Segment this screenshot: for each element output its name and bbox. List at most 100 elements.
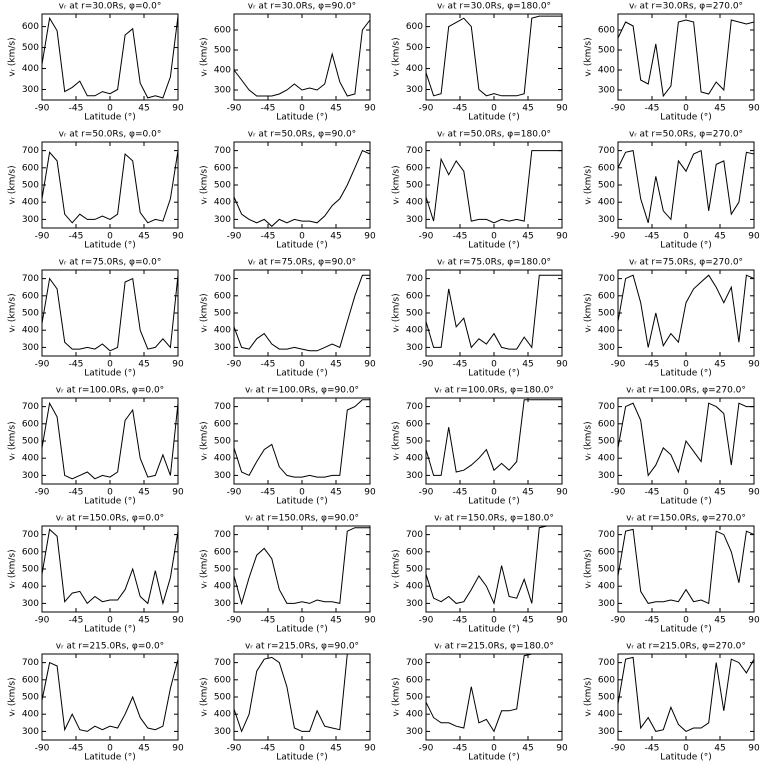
y-tick-label: 600 xyxy=(22,547,39,557)
y-tick-label: 600 xyxy=(214,291,231,301)
panel: vᵣ at r=30.0Rs, φ=90.0° -90 -45 0 45 90 300 400… xyxy=(200,2,376,123)
y-axis-label: vᵣ (km/s) xyxy=(584,37,594,76)
y-tick-label: 300 xyxy=(598,215,615,225)
x-tick-label: -45 xyxy=(261,488,276,498)
y-axis-label: vᵣ (km/s) xyxy=(8,421,18,460)
x-axis-label: Latitude (°) xyxy=(276,753,327,763)
data-line xyxy=(425,274,562,350)
y-tick-label: 400 xyxy=(598,66,615,76)
y-tick-label: 600 xyxy=(214,419,231,429)
y-tick-label: 600 xyxy=(406,22,423,32)
x-tick-label: 45 xyxy=(522,232,533,242)
x-axis-label: Latitude (°) xyxy=(468,241,519,251)
x-tick-label: 90 xyxy=(556,488,568,498)
x-tick-label: -45 xyxy=(645,744,660,754)
x-tick-label: -90 xyxy=(419,360,434,370)
x-tick-label: 45 xyxy=(522,360,533,370)
y-tick-label: 700 xyxy=(406,530,423,540)
x-tick-label: 0 xyxy=(491,616,497,626)
panel-title: vᵣ at r=100.0Rs, φ=180.0° xyxy=(434,386,554,396)
y-tick-label: 600 xyxy=(406,675,423,685)
x-tick-label: 0 xyxy=(299,104,305,114)
x-tick-label: 90 xyxy=(364,488,376,498)
y-tick-label: 400 xyxy=(598,710,615,720)
y-tick-label: 400 xyxy=(22,710,39,720)
x-tick-label: 0 xyxy=(299,616,305,626)
x-tick-label: 90 xyxy=(556,360,568,370)
y-axis-label: vᵣ (km/s) xyxy=(584,549,594,588)
x-tick-label: 45 xyxy=(138,104,149,114)
panel-title: vᵣ at r=75.0Rs, φ=270.0° xyxy=(629,258,743,268)
x-tick-label: -45 xyxy=(69,360,84,370)
y-tick-label: 500 xyxy=(406,181,423,191)
x-tick-label: 90 xyxy=(364,744,376,754)
data-line xyxy=(617,19,755,98)
y-tick-label: 500 xyxy=(214,437,231,447)
y-tick-label: 400 xyxy=(214,66,231,76)
y-axis-label: vᵣ (km/s) xyxy=(200,293,210,332)
panel-title: vᵣ at r=50.0Rs, φ=180.0° xyxy=(437,130,551,140)
plot-frame xyxy=(617,13,755,101)
x-tick-label: 45 xyxy=(522,616,533,626)
x-axis-label: Latitude (°) xyxy=(276,497,327,507)
x-tick-label: 0 xyxy=(683,744,689,754)
panel-title: vᵣ at r=30.0Rs, φ=90.0° xyxy=(248,2,356,12)
x-axis-label: Latitude (°) xyxy=(660,241,711,251)
x-tick-label: 90 xyxy=(364,232,376,242)
panel: vᵣ at r=215.0Rs, φ=270.0° -90 -45 0 45 90 300 4… xyxy=(584,642,760,763)
plot-frame xyxy=(41,525,179,613)
panel: vᵣ at r=150.0Rs, φ=90.0° -90 -45 0 45 90 300 40… xyxy=(200,514,376,635)
y-tick-label: 300 xyxy=(22,471,39,481)
y-tick-label: 700 xyxy=(406,402,423,412)
plot-frame xyxy=(233,525,371,613)
x-tick-label: 45 xyxy=(330,104,341,114)
y-tick-label: 400 xyxy=(406,64,423,74)
x-tick-label: -90 xyxy=(419,232,434,242)
x-tick-label: -90 xyxy=(611,744,626,754)
y-tick-label: 500 xyxy=(598,46,615,56)
y-tick-label: 700 xyxy=(22,274,39,284)
panel-title: vᵣ at r=75.0Rs, φ=0.0° xyxy=(59,258,162,268)
y-axis-label: vᵣ (km/s) xyxy=(200,165,210,204)
x-axis-label: Latitude (°) xyxy=(84,753,135,763)
x-axis-label: Latitude (°) xyxy=(84,369,135,379)
panel: vᵣ at r=75.0Rs, φ=270.0° -90 -45 0 45 90 300 40… xyxy=(584,258,760,379)
x-tick-label: -90 xyxy=(35,104,50,114)
x-tick-label: 0 xyxy=(683,232,689,242)
y-tick-label: 700 xyxy=(214,146,231,156)
y-axis-label: vᵣ (km/s) xyxy=(200,37,210,76)
y-tick-label: 300 xyxy=(406,343,423,353)
data-line xyxy=(425,15,562,97)
y-tick-label: 500 xyxy=(598,437,615,447)
x-axis-label: Latitude (°) xyxy=(468,369,519,379)
panel: vᵣ at r=150.0Rs, φ=180.0° -90 -45 0 45 90 300 4… xyxy=(392,514,568,635)
y-axis-label: vᵣ (km/s) xyxy=(8,37,18,76)
x-axis-label: Latitude (°) xyxy=(84,241,135,251)
data-line xyxy=(617,402,754,477)
x-tick-label: 0 xyxy=(491,104,497,114)
x-axis-label: Latitude (°) xyxy=(468,753,519,763)
x-tick-label: -90 xyxy=(419,488,434,498)
data-line xyxy=(617,274,755,348)
y-tick-label: 600 xyxy=(598,675,615,685)
y-tick-label: 700 xyxy=(22,402,39,412)
plot-frame xyxy=(41,397,179,485)
y-tick-label: 300 xyxy=(598,86,615,96)
y-tick-label: 300 xyxy=(406,599,423,609)
y-tick-label: 600 xyxy=(598,26,615,36)
x-tick-label: -90 xyxy=(35,488,50,498)
plot-frame xyxy=(41,269,179,357)
y-tick-label: 300 xyxy=(214,343,231,353)
y-tick-label: 300 xyxy=(598,599,615,609)
y-tick-label: 600 xyxy=(22,419,39,429)
plot-frame xyxy=(41,141,179,229)
x-tick-label: -90 xyxy=(227,488,242,498)
y-tick-label: 500 xyxy=(214,181,231,191)
panel: vᵣ at r=215.0Rs, φ=0.0° -90 -45 0 45 90 300 400… xyxy=(8,642,184,763)
panel-title: vᵣ at r=50.0Rs, φ=90.0° xyxy=(248,130,356,140)
x-tick-label: 45 xyxy=(522,488,533,498)
data-line xyxy=(233,19,371,97)
x-tick-label: -45 xyxy=(69,744,84,754)
x-tick-label: -90 xyxy=(227,360,242,370)
y-tick-label: 400 xyxy=(598,326,615,336)
